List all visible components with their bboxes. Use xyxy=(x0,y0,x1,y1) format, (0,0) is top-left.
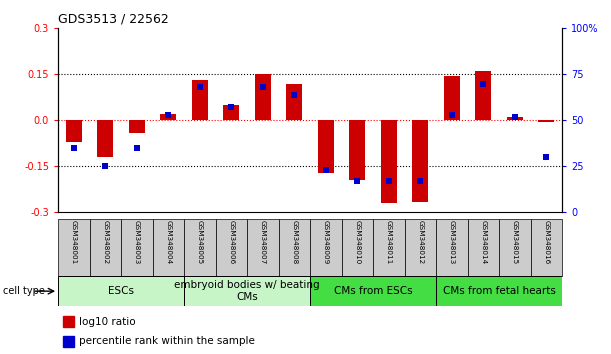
Text: GSM348016: GSM348016 xyxy=(543,221,549,265)
Bar xyxy=(349,120,365,180)
Point xyxy=(69,145,79,151)
Point xyxy=(227,105,236,110)
Bar xyxy=(58,276,184,306)
Text: GSM348014: GSM348014 xyxy=(480,221,486,265)
FancyBboxPatch shape xyxy=(310,219,342,276)
Point xyxy=(384,178,393,184)
Text: CMs from fetal hearts: CMs from fetal hearts xyxy=(443,286,555,296)
FancyBboxPatch shape xyxy=(121,219,153,276)
Point xyxy=(195,84,205,90)
Text: GSM348012: GSM348012 xyxy=(417,221,423,265)
Text: cell type: cell type xyxy=(3,286,45,296)
Text: GSM348004: GSM348004 xyxy=(166,221,171,265)
FancyBboxPatch shape xyxy=(499,219,530,276)
Point xyxy=(100,164,110,169)
Bar xyxy=(192,80,208,120)
Text: ESCs: ESCs xyxy=(108,286,134,296)
Text: percentile rank within the sample: percentile rank within the sample xyxy=(79,336,255,346)
Point xyxy=(163,112,173,118)
Text: GSM348015: GSM348015 xyxy=(512,221,518,265)
Text: GSM348001: GSM348001 xyxy=(71,221,77,265)
Bar xyxy=(538,120,554,122)
Bar xyxy=(310,276,436,306)
Text: GSM348008: GSM348008 xyxy=(291,221,298,265)
FancyBboxPatch shape xyxy=(247,219,279,276)
FancyBboxPatch shape xyxy=(184,219,216,276)
FancyBboxPatch shape xyxy=(216,219,247,276)
Bar xyxy=(507,117,523,120)
FancyBboxPatch shape xyxy=(404,219,436,276)
Text: GSM348013: GSM348013 xyxy=(449,221,455,265)
FancyBboxPatch shape xyxy=(436,219,467,276)
Bar xyxy=(161,114,176,120)
Text: GSM348009: GSM348009 xyxy=(323,221,329,265)
Bar xyxy=(475,71,491,120)
Point xyxy=(447,112,457,118)
FancyBboxPatch shape xyxy=(90,219,121,276)
FancyBboxPatch shape xyxy=(530,219,562,276)
FancyBboxPatch shape xyxy=(153,219,184,276)
Bar xyxy=(287,84,302,120)
Point xyxy=(321,167,331,173)
Bar xyxy=(255,74,271,120)
Bar xyxy=(318,120,334,172)
Text: GSM348003: GSM348003 xyxy=(134,221,140,265)
Point xyxy=(258,84,268,90)
Text: GDS3513 / 22562: GDS3513 / 22562 xyxy=(58,13,169,26)
FancyBboxPatch shape xyxy=(467,219,499,276)
Bar xyxy=(436,276,562,306)
FancyBboxPatch shape xyxy=(342,219,373,276)
Bar xyxy=(63,316,74,327)
Text: log10 ratio: log10 ratio xyxy=(79,316,136,327)
FancyBboxPatch shape xyxy=(373,219,404,276)
Text: GSM348002: GSM348002 xyxy=(102,221,108,265)
FancyBboxPatch shape xyxy=(58,219,90,276)
Point xyxy=(353,178,362,184)
Text: GSM348010: GSM348010 xyxy=(354,221,360,265)
Bar xyxy=(412,120,428,202)
FancyBboxPatch shape xyxy=(279,219,310,276)
Bar xyxy=(97,120,113,157)
Text: GSM348011: GSM348011 xyxy=(386,221,392,265)
Bar xyxy=(224,105,239,120)
Point xyxy=(290,92,299,97)
Bar xyxy=(66,120,82,142)
Point xyxy=(415,178,425,184)
Point xyxy=(478,81,488,86)
Bar xyxy=(63,336,74,347)
Bar xyxy=(444,76,459,120)
Bar xyxy=(381,120,397,203)
Text: embryoid bodies w/ beating
CMs: embryoid bodies w/ beating CMs xyxy=(174,280,320,302)
Text: CMs from ESCs: CMs from ESCs xyxy=(334,286,412,296)
Bar xyxy=(184,276,310,306)
Text: GSM348005: GSM348005 xyxy=(197,221,203,265)
Point xyxy=(541,154,551,160)
Point xyxy=(132,145,142,151)
Point xyxy=(510,114,520,120)
Bar xyxy=(129,120,145,133)
Text: GSM348006: GSM348006 xyxy=(229,221,235,265)
Text: GSM348007: GSM348007 xyxy=(260,221,266,265)
